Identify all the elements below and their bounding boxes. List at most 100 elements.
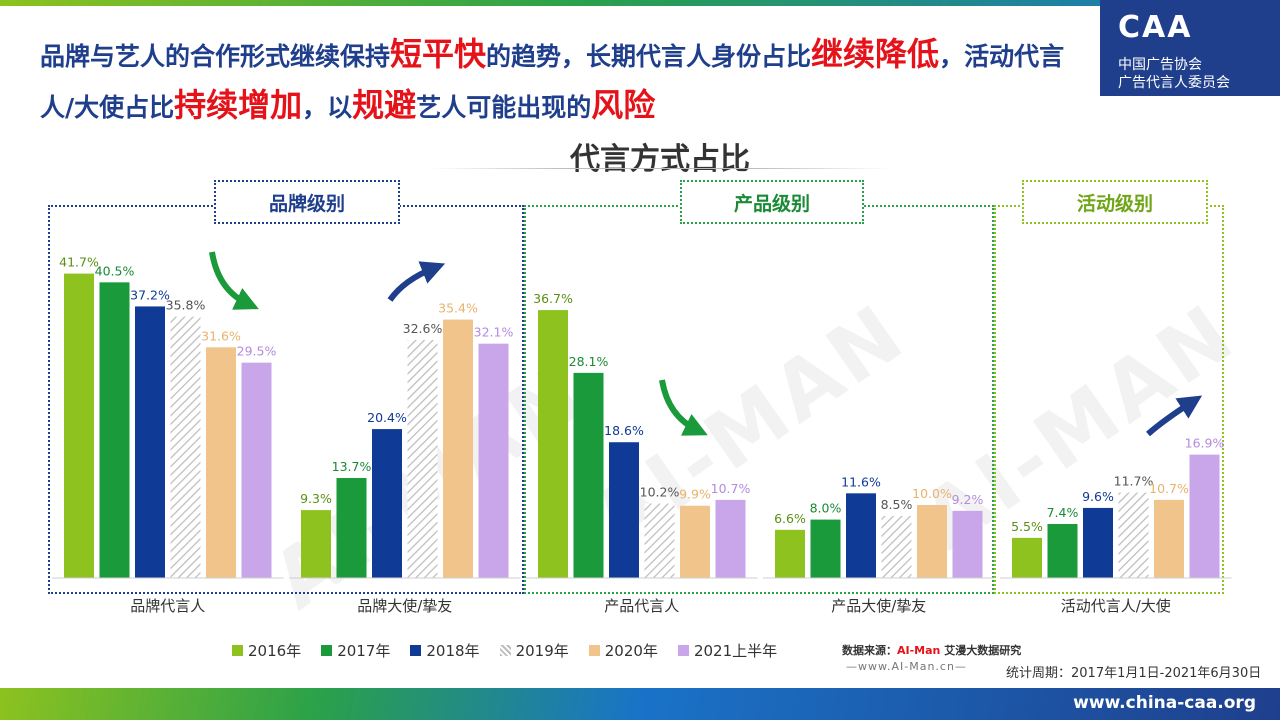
data-label-brand-ambassador-2: 13.7% bbox=[332, 459, 372, 474]
bar-product-spokesperson-4 bbox=[644, 503, 675, 578]
chart-legend: 2016年 2017年 2018年 2019年 2020年 2021上半年 bbox=[232, 640, 777, 661]
headline-highlight: 规避 bbox=[352, 86, 417, 124]
legend-item-3: 2018年 bbox=[410, 640, 480, 661]
statistics-period: 统计周期：2017年1月1日-2021年6月30日 bbox=[1006, 666, 1262, 681]
headline-highlight: 持续增加 bbox=[174, 86, 303, 124]
legend-swatch bbox=[588, 645, 600, 656]
source-prefix: 数据来源： bbox=[842, 644, 897, 657]
legend-label: 2016年 bbox=[248, 642, 302, 660]
legend-swatch bbox=[321, 645, 333, 656]
data-label-brand-spokesperson-5: 31.6% bbox=[201, 328, 241, 343]
bar-product-ambassador-1 bbox=[775, 529, 805, 578]
data-label-product-spokesperson-4: 10.2% bbox=[640, 485, 680, 500]
category-label-product-ambassador: 产品大使/挚友 bbox=[831, 597, 926, 615]
data-label-product-spokesperson-2: 28.1% bbox=[569, 354, 609, 369]
legend-swatch bbox=[232, 645, 243, 656]
data-label-brand-ambassador-1: 9.3% bbox=[300, 491, 332, 506]
caa-logo: CAA 中国广告协会 广告代言人委员会 bbox=[1100, 0, 1280, 96]
title-divider bbox=[430, 168, 890, 169]
data-label-product-ambassador-4: 8.5% bbox=[881, 497, 913, 512]
legend-item-1: 2016年 bbox=[232, 640, 301, 661]
bar-brand-ambassador-4 bbox=[407, 340, 438, 578]
data-label-product-spokesperson-3: 18.6% bbox=[604, 423, 644, 438]
logo-line-2: 广告代言人委员会 bbox=[1118, 75, 1230, 91]
bar-event-spokesperson-3 bbox=[1083, 507, 1113, 578]
bar-event-spokesperson-1 bbox=[1012, 537, 1042, 578]
headline-highlight: 短平快 bbox=[390, 35, 487, 73]
data-label-brand-ambassador-4: 32.6% bbox=[403, 321, 443, 336]
group-tag-product: 产品级别 bbox=[680, 180, 864, 224]
logo-line-1: 中国广告协会 bbox=[1118, 57, 1202, 73]
logo-mark: CAA bbox=[1118, 10, 1193, 45]
headline-text: 的趋势，长期代言人身份占比 bbox=[486, 42, 812, 71]
legend-label: 2018年 bbox=[426, 642, 480, 660]
footer-url[interactable]: www.china-caa.org bbox=[1073, 693, 1256, 713]
category-label-brand-ambassador: 品牌大使/挚友 bbox=[357, 597, 452, 615]
bar-product-ambassador-3 bbox=[846, 493, 876, 578]
legend-item-2: 2017年 bbox=[321, 640, 390, 661]
data-label-product-spokesperson-5: 9.9% bbox=[679, 487, 711, 502]
legend-swatch bbox=[410, 645, 422, 656]
headline-text: ，以 bbox=[302, 93, 353, 122]
data-label-brand-ambassador-6: 32.1% bbox=[474, 325, 514, 340]
bar-event-spokesperson-6 bbox=[1189, 454, 1220, 578]
source-brand: AI-Man bbox=[897, 644, 941, 657]
bar-event-spokesperson-5 bbox=[1154, 499, 1184, 578]
trend-up-arrow-event bbox=[1146, 395, 1203, 437]
category-label-event-spokesperson: 活动代言人/大使 bbox=[1061, 597, 1171, 615]
bar-product-ambassador-2 bbox=[810, 519, 841, 578]
data-label-brand-spokesperson-3: 37.2% bbox=[130, 287, 170, 302]
category-label-brand-spokesperson: 品牌代言人 bbox=[130, 597, 205, 615]
legend-item-5: 2020年 bbox=[588, 640, 658, 661]
bar-product-ambassador-5 bbox=[917, 505, 947, 578]
bar-event-spokesperson-4 bbox=[1118, 492, 1149, 578]
data-label-event-spokesperson-1: 5.5% bbox=[1011, 519, 1043, 534]
legend-swatch bbox=[677, 645, 689, 656]
group-tag-brand: 品牌级别 bbox=[214, 180, 400, 224]
bar-brand-ambassador-3 bbox=[372, 429, 402, 578]
legend-label: 2020年 bbox=[604, 642, 658, 660]
data-label-product-ambassador-3: 11.6% bbox=[841, 474, 881, 489]
data-label-product-ambassador-2: 8.0% bbox=[810, 501, 842, 516]
bar-product-spokesperson-5 bbox=[680, 505, 710, 578]
data-label-event-spokesperson-4: 11.7% bbox=[1114, 474, 1154, 489]
data-source: 数据来源：AI-Man 艾漫大数据研究 bbox=[842, 642, 1021, 658]
bar-brand-spokesperson-1 bbox=[64, 273, 94, 578]
data-label-product-ambassador-6: 9.2% bbox=[952, 492, 984, 507]
bar-brand-spokesperson-2 bbox=[99, 282, 130, 578]
group-tag-event: 活动级别 bbox=[1022, 180, 1208, 224]
data-label-product-ambassador-5: 10.0% bbox=[912, 486, 952, 501]
data-label-event-spokesperson-6: 16.9% bbox=[1185, 436, 1225, 451]
legend-label: 2019年 bbox=[515, 642, 569, 660]
data-label-event-spokesperson-2: 7.4% bbox=[1047, 505, 1079, 520]
headline-text: ，活动代言人/大使占比 bbox=[40, 42, 1065, 122]
data-label-brand-spokesperson-2: 40.5% bbox=[95, 263, 135, 278]
legend-label: 2021上半年 bbox=[693, 642, 778, 660]
headline: 品牌与艺人的合作形式继续保持短平快的趋势，长期代言人身份占比继续降低，活动代言人… bbox=[40, 30, 1090, 132]
bar-brand-spokesperson-3 bbox=[135, 306, 165, 578]
source-suffix: 艾漫大数据研究 bbox=[940, 644, 1022, 657]
headline-text: 艺人可能出现的 bbox=[416, 93, 592, 122]
headline-highlight: 风险 bbox=[591, 86, 656, 124]
bar-event-spokesperson-2 bbox=[1047, 523, 1078, 578]
headline-text: 品牌与艺人的合作形式继续保持 bbox=[40, 42, 391, 71]
data-label-brand-spokesperson-6: 29.5% bbox=[237, 344, 277, 359]
bar-brand-spokesperson-5 bbox=[206, 347, 236, 578]
bar-brand-spokesperson-4 bbox=[170, 316, 201, 578]
legend-swatch bbox=[499, 645, 511, 656]
category-label-product-spokesperson: 产品代言人 bbox=[604, 597, 679, 615]
data-label-brand-ambassador-5: 35.4% bbox=[438, 301, 478, 316]
bar-product-spokesperson-2 bbox=[573, 372, 604, 578]
data-label-event-spokesperson-5: 10.7% bbox=[1149, 481, 1189, 496]
data-label-product-ambassador-1: 6.6% bbox=[774, 511, 806, 526]
bar-brand-ambassador-6 bbox=[478, 343, 509, 578]
bar-product-ambassador-6 bbox=[952, 510, 983, 578]
data-label-brand-ambassador-3: 20.4% bbox=[367, 410, 407, 425]
data-label-brand-spokesperson-1: 41.7% bbox=[59, 255, 99, 270]
footer-bar: www.china-caa.org bbox=[0, 688, 1280, 720]
trend-down-arrow-brand bbox=[209, 251, 259, 310]
bar-brand-ambassador-1 bbox=[301, 510, 331, 578]
bar-product-spokesperson-3 bbox=[609, 442, 639, 578]
data-label-brand-spokesperson-4: 35.8% bbox=[166, 298, 206, 313]
